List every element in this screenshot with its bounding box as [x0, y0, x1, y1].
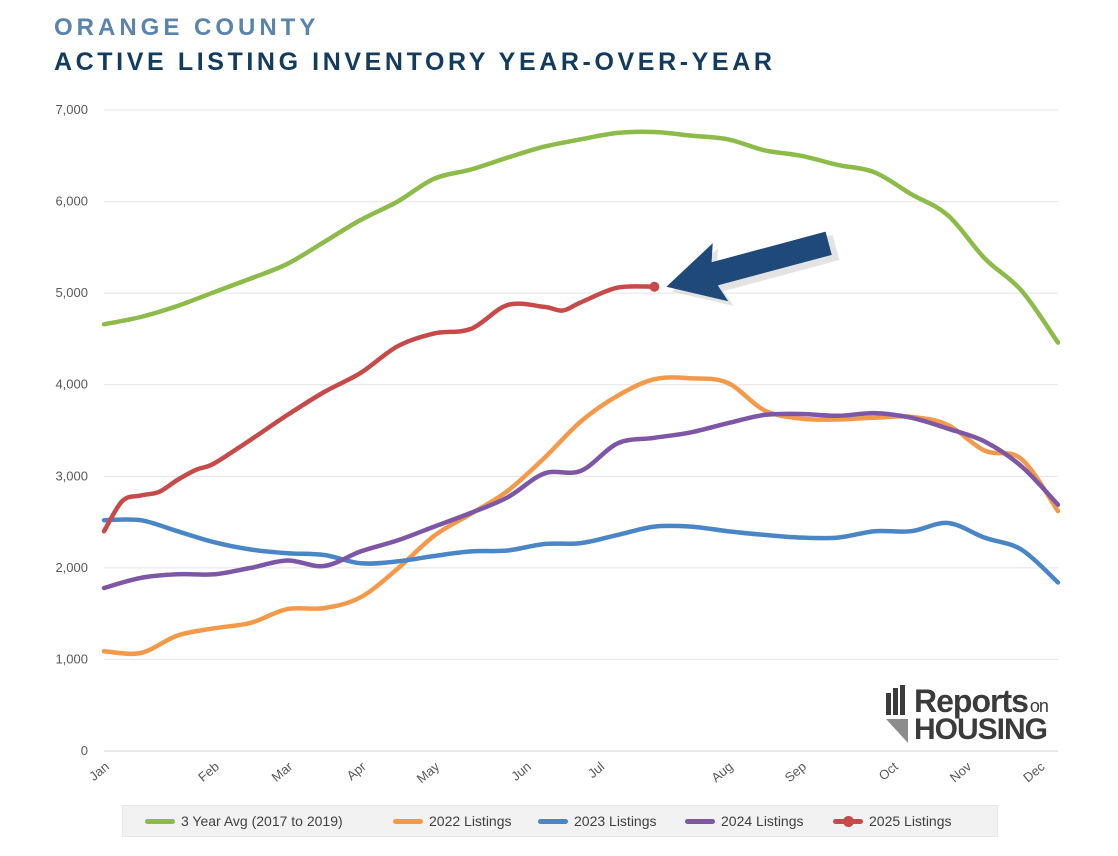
y-tick-label: 1,000: [55, 651, 88, 666]
x-tick-label: Oct: [876, 759, 901, 784]
x-tick-label: Feb: [195, 759, 222, 785]
legend-swatch: [145, 818, 175, 824]
legend-swatch: [685, 818, 715, 824]
x-tick-label: Apr: [344, 758, 370, 783]
series-line-3: [101, 410, 1061, 591]
series-line-2: [101, 517, 1061, 585]
y-tick-label: 3,000: [55, 468, 88, 483]
series-line-4: [101, 284, 657, 534]
legend-label: 2023 Listings: [574, 813, 657, 829]
annotation-arrow: [666, 231, 840, 306]
series-line-0: [101, 129, 1061, 345]
x-tick-label: May: [414, 758, 443, 786]
chart-legend: 3 Year Avg (2017 to 2019) 2022 Listings 20…: [122, 805, 998, 837]
logo-reports-word: Reports: [914, 683, 1029, 719]
y-tick-label: 2,000: [55, 560, 88, 575]
line-chart: 0 1,000 2,000 3,000 4,000 5,000 6,000 7,000 Jan…: [55, 102, 1061, 786]
legend-label: 2025 Listings: [869, 813, 952, 829]
legend-item-0: 3 Year Avg (2017 to 2019): [145, 806, 343, 836]
x-tick-label: Aug: [708, 759, 735, 785]
x-tick-label: Jan: [86, 759, 112, 784]
y-tick-label: 7,000: [55, 102, 88, 117]
legend-item-3: 2024 Listings: [685, 806, 804, 836]
legend-label: 3 Year Avg (2017 to 2019): [181, 813, 343, 829]
legend-label: 2024 Listings: [721, 813, 804, 829]
y-tick-label: 6,000: [55, 194, 88, 209]
x-tick-label: Sep: [782, 759, 809, 785]
legend-item-2: 2023 Listings: [538, 806, 657, 836]
arrow-icon: [666, 231, 840, 306]
legend-swatch: [538, 818, 568, 824]
legend-swatch: [833, 815, 863, 827]
y-axis-ticks: 0 1,000 2,000 3,000 4,000 5,000 6,000 7,000: [55, 102, 88, 758]
y-tick-label: 5,000: [55, 285, 88, 300]
logo-on-word: on: [1029, 696, 1049, 716]
legend-item-4: 2025 Listings: [833, 806, 952, 836]
x-tick-label: Jun: [508, 759, 534, 784]
chart-title: ACTIVE LISTING INVENTORY YEAR-OVER-YEAR: [54, 48, 776, 76]
logo-reports-text: Reports on: [914, 683, 1049, 720]
logo-housing-text: HOUSING: [914, 713, 1048, 746]
x-tick-label: Jul: [585, 759, 607, 781]
latest-data-point: [649, 281, 660, 292]
x-tick-label: Nov: [947, 758, 975, 785]
y-tick-label: 4,000: [55, 377, 88, 392]
x-tick-label: Mar: [269, 758, 296, 784]
legend-label: 2022 Listings: [429, 813, 512, 829]
legend-dot-icon: [842, 815, 854, 827]
logo-bars-icon: [886, 685, 908, 743]
reports-on-housing-logo: Reports on HOUSING: [884, 683, 1064, 748]
series-lines: [101, 129, 1061, 657]
region-title: ORANGE COUNTY: [54, 14, 320, 41]
x-tick-label: Dec: [1020, 758, 1048, 785]
legend-swatch: [393, 818, 423, 824]
legend-item-1: 2022 Listings: [393, 806, 512, 836]
x-axis-ticks: Jan Feb Mar Apr May Jun Jul Aug Sep Oct Nov Dec: [86, 758, 1048, 786]
y-tick-label: 0: [81, 743, 88, 758]
grid-lines: [104, 109, 1058, 752]
